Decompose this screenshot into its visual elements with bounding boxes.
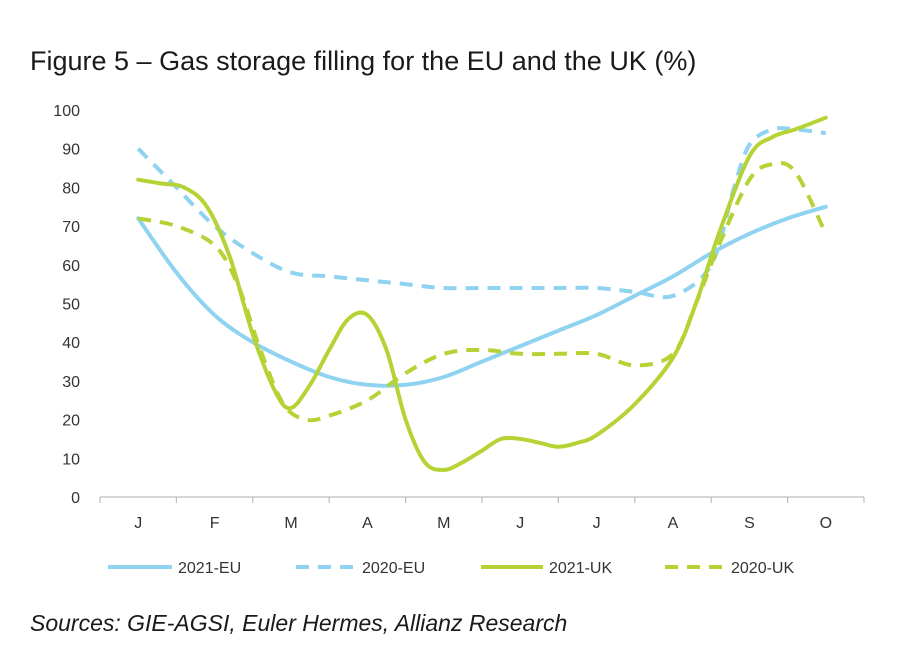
y-tick-label: 90 <box>62 142 80 159</box>
legend-label-2021-uk: 2021-UK <box>549 560 612 577</box>
x-tick-label: M <box>284 515 297 532</box>
y-tick-label: 80 <box>62 180 80 197</box>
x-tick-label: A <box>668 515 679 532</box>
y-tick-label: 100 <box>53 103 80 120</box>
y-tick-label: 10 <box>62 451 80 468</box>
x-tick-label: J <box>593 515 601 532</box>
x-tick-label: A <box>362 515 373 532</box>
chart-source: Sources: GIE-AGSI, Euler Hermes, Allianz… <box>30 610 568 636</box>
x-tick-label: M <box>437 515 450 532</box>
x-tick-label: J <box>134 515 142 532</box>
x-tick-label: F <box>210 515 220 532</box>
x-tick-label: O <box>820 515 832 532</box>
legend-label-2020-eu: 2020-EU <box>362 560 425 577</box>
x-tick-label: S <box>744 515 755 532</box>
y-tick-label: 20 <box>62 413 80 430</box>
series-line-2020-eu <box>136 126 827 300</box>
chart-title: Figure 5 – Gas storage filling for the E… <box>30 46 697 76</box>
x-tick-label: J <box>516 515 524 532</box>
y-tick-label: 0 <box>71 490 80 507</box>
legend-label-2020-uk: 2020-UK <box>731 560 794 577</box>
y-tick-label: 50 <box>62 297 80 314</box>
series-line-2020-uk <box>137 161 828 423</box>
legend-label-2021-eu: 2021-EU <box>178 560 241 577</box>
y-tick-label: 30 <box>62 374 80 391</box>
y-tick-label: 60 <box>62 258 80 275</box>
y-tick-label: 40 <box>62 335 80 352</box>
y-tick-label: 70 <box>62 219 80 236</box>
